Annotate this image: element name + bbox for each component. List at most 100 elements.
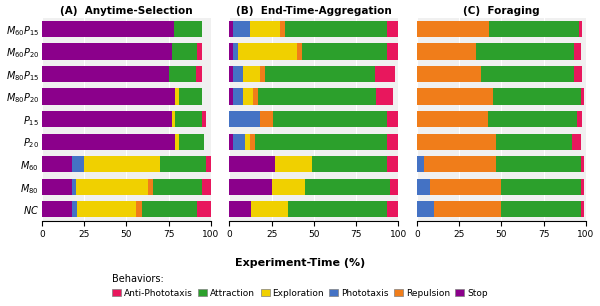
Bar <box>197 201 211 217</box>
Bar <box>229 179 272 195</box>
Bar <box>251 201 289 217</box>
Bar <box>229 156 275 172</box>
Bar <box>77 201 136 217</box>
Bar <box>72 156 84 172</box>
Bar <box>160 156 206 172</box>
Bar <box>169 66 196 82</box>
Bar <box>496 133 572 150</box>
Bar <box>233 133 245 150</box>
Bar <box>376 88 393 105</box>
Bar <box>417 88 493 105</box>
Bar <box>581 179 584 195</box>
Bar <box>417 66 481 82</box>
Bar <box>430 179 502 195</box>
Bar <box>250 21 280 37</box>
Bar <box>302 43 386 60</box>
Bar <box>206 156 211 172</box>
Bar <box>289 201 386 217</box>
Bar <box>84 156 160 172</box>
Bar <box>179 133 204 150</box>
Bar <box>417 133 496 150</box>
Bar <box>148 179 154 195</box>
Bar <box>42 201 72 217</box>
Legend: Anti-Phototaxis, Attraction, Exploration, Phototaxis, Repulsion, Stop: Anti-Phototaxis, Attraction, Exploration… <box>109 271 491 301</box>
Bar <box>273 111 386 127</box>
Bar <box>142 201 197 217</box>
Bar <box>76 179 148 195</box>
Bar <box>417 201 434 217</box>
Bar <box>265 66 374 82</box>
Bar <box>254 133 386 150</box>
Bar <box>42 156 72 172</box>
Bar <box>493 88 581 105</box>
Bar <box>229 111 260 127</box>
Bar <box>72 179 76 195</box>
Bar <box>229 88 233 105</box>
Bar <box>386 133 398 150</box>
Title: (A)  Anytime-Selection: (A) Anytime-Selection <box>60 6 193 16</box>
Bar <box>245 133 250 150</box>
Bar <box>417 156 424 172</box>
Bar <box>417 111 488 127</box>
Bar <box>572 133 581 150</box>
Bar <box>488 111 577 127</box>
Bar <box>42 88 175 105</box>
Bar <box>154 179 202 195</box>
Bar <box>243 66 260 82</box>
Bar <box>42 66 169 82</box>
Bar <box>386 156 398 172</box>
Bar <box>386 111 398 127</box>
Bar <box>285 21 386 37</box>
Bar <box>305 179 390 195</box>
Bar <box>574 66 583 82</box>
Bar <box>42 179 72 195</box>
Bar <box>233 43 238 60</box>
Bar <box>481 66 574 82</box>
Bar <box>229 201 251 217</box>
Bar <box>238 43 297 60</box>
Bar <box>197 43 202 60</box>
Bar <box>172 43 197 60</box>
Bar <box>581 201 584 217</box>
Bar <box>417 21 490 37</box>
Bar <box>386 201 398 217</box>
Bar <box>434 201 502 217</box>
Bar <box>386 43 398 60</box>
Bar <box>229 133 233 150</box>
Bar <box>312 156 386 172</box>
Bar <box>175 133 179 150</box>
Bar <box>574 43 581 60</box>
Bar <box>253 88 258 105</box>
Bar <box>502 201 581 217</box>
Bar <box>502 179 581 195</box>
Bar <box>579 21 583 37</box>
Bar <box>424 156 496 172</box>
Bar <box>42 133 175 150</box>
Bar <box>179 88 202 105</box>
Bar <box>202 111 206 127</box>
Bar <box>581 156 584 172</box>
Title: (B)  End-Time-Aggregation: (B) End-Time-Aggregation <box>236 6 392 16</box>
Bar <box>386 21 398 37</box>
Bar <box>42 111 172 127</box>
Bar <box>229 43 233 60</box>
Text: Experiment-Time (%): Experiment-Time (%) <box>235 258 365 268</box>
Bar <box>260 111 273 127</box>
Bar <box>175 111 202 127</box>
Bar <box>272 179 305 195</box>
Title: (C)  Foraging: (C) Foraging <box>463 6 539 16</box>
Bar <box>175 88 179 105</box>
Bar <box>260 66 265 82</box>
Bar <box>229 21 233 37</box>
Bar <box>476 43 574 60</box>
Bar <box>42 43 172 60</box>
Bar <box>233 66 243 82</box>
Bar <box>490 21 579 37</box>
Bar <box>496 156 581 172</box>
Bar <box>229 66 233 82</box>
Bar <box>390 179 398 195</box>
Bar <box>417 179 430 195</box>
Bar <box>136 201 142 217</box>
Bar <box>173 21 202 37</box>
Bar <box>417 43 476 60</box>
